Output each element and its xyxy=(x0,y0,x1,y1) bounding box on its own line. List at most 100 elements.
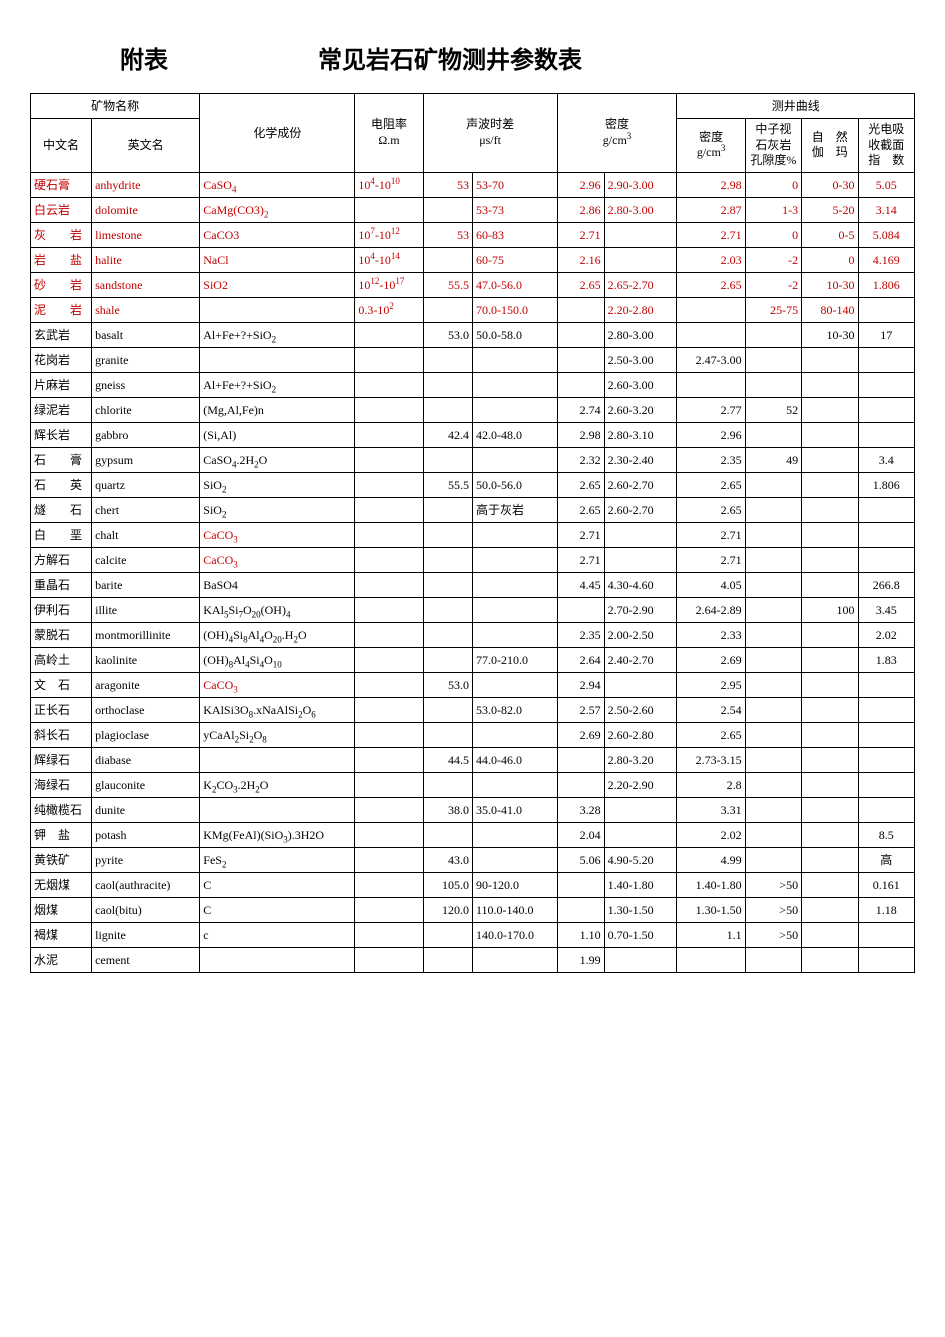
cell-density-val: 2.71 xyxy=(557,547,604,572)
cell-en-name: halite xyxy=(92,247,200,272)
cell-resistivity: 104-1014 xyxy=(355,247,423,272)
cell-resistivity xyxy=(355,897,423,922)
cell-acoustic-val xyxy=(423,372,472,397)
table-row: 高岭土kaolinite(OH)8Al4Si4O1077.0-210.02.64… xyxy=(31,647,915,672)
cell-density-range: 2.60-3.00 xyxy=(604,372,677,397)
cell-log-pe xyxy=(858,697,915,722)
cell-cn-name: 水泥 xyxy=(31,947,92,972)
cell-acoustic-val xyxy=(423,397,472,422)
cell-acoustic-range: 35.0-41.0 xyxy=(472,797,557,822)
hdr-density-l2: g/cm xyxy=(603,133,627,147)
cell-log-gamma xyxy=(802,522,858,547)
cell-log-neutron xyxy=(745,847,801,872)
cell-log-neutron: 52 xyxy=(745,397,801,422)
cell-acoustic-range: 70.0-150.0 xyxy=(472,297,557,322)
cell-log-neutron: >50 xyxy=(745,922,801,947)
cell-log-pe: 1.83 xyxy=(858,647,915,672)
table-row: 斜长石plagioclaseyCaAl2Si2O82.692.60-2.802.… xyxy=(31,722,915,747)
cell-cn-name: 燧 石 xyxy=(31,497,92,522)
cell-acoustic-range: 60-83 xyxy=(472,222,557,247)
cell-log-gamma: 10-30 xyxy=(802,272,858,297)
cell-log-neutron: 1-3 xyxy=(745,197,801,222)
cell-en-name: barite xyxy=(92,572,200,597)
cell-log-density: 2.77 xyxy=(677,397,745,422)
cell-log-gamma xyxy=(802,447,858,472)
cell-log-gamma xyxy=(802,672,858,697)
table-row: 石 英quartzSiO255.550.0-56.02.652.60-2.702… xyxy=(31,472,915,497)
cell-log-neutron: 0 xyxy=(745,172,801,197)
hdr-log-gamma-l2: 伽 玛 xyxy=(812,145,848,159)
table-row: 白云岩dolomiteCaMg(CO3)253-732.862.80-3.002… xyxy=(31,197,915,222)
cell-log-neutron xyxy=(745,497,801,522)
cell-acoustic-range: 110.0-140.0 xyxy=(472,897,557,922)
cell-log-density: 2.65 xyxy=(677,722,745,747)
cell-acoustic-range xyxy=(472,772,557,797)
cell-density-val: 2.16 xyxy=(557,247,604,272)
cell-cn-name: 白云岩 xyxy=(31,197,92,222)
cell-acoustic-range: 53-70 xyxy=(472,172,557,197)
cell-density-val: 2.04 xyxy=(557,822,604,847)
table-row: 花岗岩granite2.50-3.002.47-3.00 xyxy=(31,347,915,372)
cell-acoustic-val: 53.0 xyxy=(423,672,472,697)
hdr-log-neutron: 中子视 石灰岩 孔隙度% xyxy=(745,119,801,173)
cell-acoustic-range xyxy=(472,372,557,397)
cell-resistivity xyxy=(355,697,423,722)
cell-acoustic-range xyxy=(472,522,557,547)
cell-density-range: 2.20-2.90 xyxy=(604,772,677,797)
table-row: 辉绿石diabase44.544.0-46.02.80-3.202.73-3.1… xyxy=(31,747,915,772)
cell-density-range: 1.40-1.80 xyxy=(604,872,677,897)
cell-log-gamma xyxy=(802,397,858,422)
cell-density-range: 2.80-3.00 xyxy=(604,197,677,222)
cell-acoustic-val xyxy=(423,497,472,522)
hdr-log-density-sup: 3 xyxy=(721,143,726,153)
cell-cn-name: 正长石 xyxy=(31,697,92,722)
cell-en-name: pyrite xyxy=(92,847,200,872)
cell-en-name: potash xyxy=(92,822,200,847)
cell-log-pe: 1.806 xyxy=(858,272,915,297)
cell-log-pe xyxy=(858,747,915,772)
cell-cn-name: 绿泥岩 xyxy=(31,397,92,422)
cell-chem xyxy=(200,797,355,822)
hdr-en-name: 英文名 xyxy=(92,119,200,173)
cell-density-range: 2.80-3.20 xyxy=(604,747,677,772)
cell-density-range xyxy=(604,822,677,847)
cell-density-val: 2.35 xyxy=(557,622,604,647)
cell-chem xyxy=(200,947,355,972)
cell-chem: KAlSi3O8.xNaAlSi2O6 xyxy=(200,697,355,722)
cell-density-range: 2.60-2.80 xyxy=(604,722,677,747)
cell-resistivity xyxy=(355,322,423,347)
cell-log-density: 1.1 xyxy=(677,922,745,947)
cell-density-range: 2.40-2.70 xyxy=(604,647,677,672)
cell-density-val xyxy=(557,322,604,347)
cell-density-val: 2.71 xyxy=(557,222,604,247)
cell-cn-name: 蒙脱石 xyxy=(31,622,92,647)
cell-resistivity xyxy=(355,672,423,697)
cell-en-name: aragonite xyxy=(92,672,200,697)
cell-resistivity xyxy=(355,522,423,547)
cell-acoustic-range: 42.0-48.0 xyxy=(472,422,557,447)
cell-chem: Al+Fe+?+SiO2 xyxy=(200,372,355,397)
cell-log-gamma xyxy=(802,547,858,572)
cell-cn-name: 方解石 xyxy=(31,547,92,572)
cell-en-name: caol(authracite) xyxy=(92,872,200,897)
cell-cn-name: 钾 盐 xyxy=(31,822,92,847)
cell-density-val: 2.65 xyxy=(557,472,604,497)
cell-density-val: 5.06 xyxy=(557,847,604,872)
cell-en-name: chlorite xyxy=(92,397,200,422)
cell-log-gamma xyxy=(802,872,858,897)
cell-cn-name: 褐煤 xyxy=(31,922,92,947)
cell-log-density: 2.54 xyxy=(677,697,745,722)
cell-acoustic-range: 140.0-170.0 xyxy=(472,922,557,947)
cell-acoustic-val xyxy=(423,247,472,272)
cell-en-name: limestone xyxy=(92,222,200,247)
cell-resistivity xyxy=(355,822,423,847)
cell-density-range: 2.65-2.70 xyxy=(604,272,677,297)
cell-log-pe: 8.5 xyxy=(858,822,915,847)
table-row: 岩 盐haliteNaCl104-101460-752.162.03-204.1… xyxy=(31,247,915,272)
cell-log-neutron xyxy=(745,822,801,847)
cell-log-gamma xyxy=(802,647,858,672)
hdr-mineral-name: 矿物名称 xyxy=(31,94,200,119)
cell-log-gamma xyxy=(802,822,858,847)
cell-cn-name: 岩 盐 xyxy=(31,247,92,272)
cell-acoustic-val xyxy=(423,572,472,597)
